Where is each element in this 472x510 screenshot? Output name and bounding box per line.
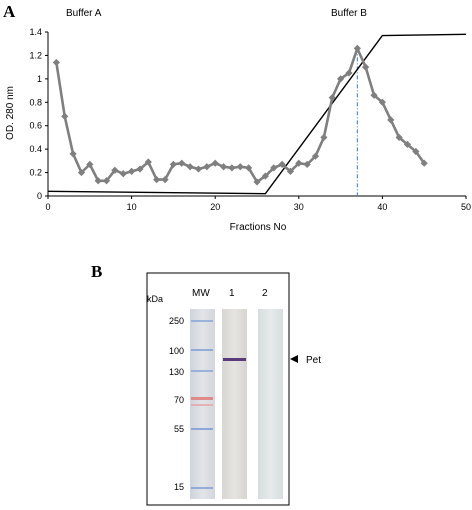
y-tick-label-6: 1.2 (29, 50, 42, 60)
od280-point-14 (169, 160, 177, 168)
x-tick-label-3: 30 (294, 202, 304, 212)
marker-band-70 (191, 397, 213, 400)
od280-point-43 (412, 147, 420, 156)
y-tick-label-2: 0.4 (29, 144, 42, 154)
od280-point-10 (136, 165, 144, 173)
od280-point-24 (253, 178, 261, 186)
od280-point-27 (278, 160, 286, 168)
od280-point-11 (144, 158, 152, 166)
marker-band-130 (191, 370, 213, 372)
od280-point-42 (403, 140, 412, 149)
od280-point-40 (387, 116, 395, 124)
od280-point-21 (228, 164, 236, 172)
lane-label-mw: MW (192, 288, 210, 299)
y-tick-labels: 0 0.2 0.4 0.6 0.8 1 1.2 1.4 (29, 27, 48, 201)
y-tick-label-7: 1.4 (29, 27, 42, 37)
od280-line (55, 44, 426, 184)
panel-b-letter: B (91, 262, 102, 281)
od280-point-38 (370, 91, 378, 99)
od280-point-16 (186, 163, 194, 171)
elution-chart: 0 10 20 30 40 50 0 0.2 0.4 0.6 0.8 1 1.2 1.4 Fractio… (5, 27, 471, 233)
od280-point-33 (328, 94, 336, 102)
chart-series (47, 33, 467, 195)
mw-marker-250: 250 (169, 316, 184, 326)
od280-point-6 (102, 177, 111, 185)
x-tick-label-4: 40 (377, 202, 387, 212)
od280-point-5 (94, 177, 102, 185)
mw-marker-15: 15 (174, 482, 184, 492)
mw-marker-55: 55 (174, 424, 184, 434)
kda-label: kDa (147, 294, 163, 304)
x-axis-label: Fractions No (230, 222, 287, 233)
od280-point-39 (378, 98, 386, 106)
marker-band-55 (191, 428, 213, 430)
mw-marker-70: 70 (174, 395, 184, 405)
od280-point-20 (219, 163, 228, 171)
panel-a-letter: A (3, 2, 16, 21)
od280-point-26 (270, 164, 278, 172)
x-tick-label-0: 0 (45, 202, 50, 212)
od280-point-7 (111, 166, 119, 174)
od280-point-22 (236, 163, 244, 171)
marker-band-15 (191, 487, 213, 489)
od280-point-23 (245, 164, 253, 172)
od280-point-28 (286, 167, 295, 175)
od280-point-1 (61, 112, 69, 120)
marker-band-250 (191, 320, 213, 322)
od280-point-31 (311, 152, 320, 160)
od280-point-36 (353, 44, 361, 52)
lane-label-2: 2 (262, 288, 268, 299)
mw-marker-130: 130 (169, 367, 184, 377)
chart-axes (47, 32, 466, 197)
od280-point-17 (194, 165, 203, 173)
od280-point-34 (337, 75, 345, 83)
od280-point-37 (362, 63, 370, 71)
y-tick-label-5: 1 (37, 74, 42, 84)
pet-band-label: Pet (306, 355, 321, 366)
od280-point-2 (69, 150, 77, 158)
od280-point-3 (77, 168, 86, 177)
od280-point-9 (128, 167, 136, 175)
od280-point-35 (345, 69, 353, 77)
od280-point-12 (153, 176, 161, 184)
x-tick-label-1: 10 (127, 202, 137, 212)
od280-point-44 (420, 159, 428, 167)
x-tick-label-5: 50 (461, 202, 471, 212)
western-blot: kDa MW 1 2 250 100 130 70 55 15 Pet (146, 272, 321, 506)
od280-point-25 (261, 172, 269, 180)
y-tick-label-0: 0 (37, 191, 42, 201)
od280-point-4 (86, 160, 94, 168)
od280-point-29 (295, 159, 303, 167)
marker-band-70-lower (191, 404, 213, 406)
buffer-b-label: Buffer B (331, 8, 367, 19)
gradient-line (47, 33, 467, 195)
pet-band (223, 358, 246, 361)
od280-point-41 (395, 133, 403, 142)
od280-point-13 (161, 176, 169, 184)
od280-point-30 (303, 160, 311, 168)
lane-label-1: 1 (229, 288, 235, 299)
od280-point-19 (211, 159, 219, 167)
x-tick-labels: 0 10 20 30 40 50 (45, 196, 471, 212)
y-tick-label-3: 0.6 (29, 121, 42, 131)
marker-band-100 (191, 349, 213, 351)
mw-marker-100: 100 (169, 346, 184, 356)
lane-2-strip (258, 309, 283, 499)
arrow-left-icon (290, 355, 298, 363)
od280-point-15 (178, 159, 186, 167)
y-tick-label-1: 0.2 (29, 168, 42, 178)
x-tick-label-2: 20 (210, 202, 220, 212)
od280-point-32 (320, 133, 328, 142)
y-tick-label-4: 0.8 (29, 97, 42, 107)
y-axis-label: OD. 280 nm (5, 86, 16, 140)
lane-1-strip (222, 309, 247, 499)
od280-point-18 (203, 163, 211, 171)
buffer-a-label: Buffer A (66, 8, 102, 19)
od280-point-8 (119, 170, 127, 178)
od280-point-0 (52, 58, 60, 67)
